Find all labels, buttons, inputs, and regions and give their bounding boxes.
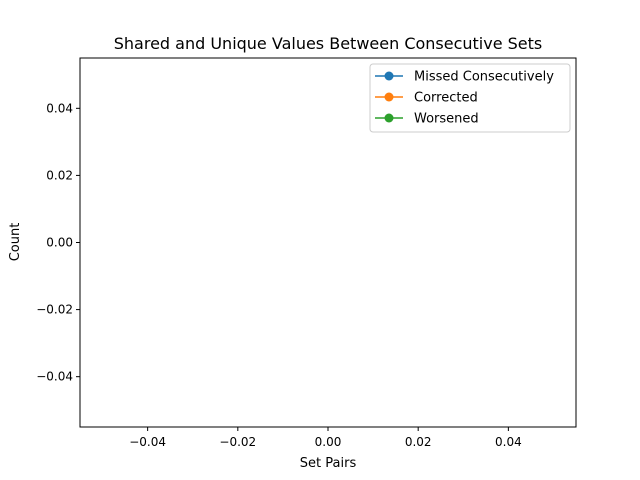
x-tick-label: 0.04 <box>495 435 522 449</box>
legend-marker <box>384 113 394 123</box>
x-axis-ticks: −0.04 −0.02 0.00 0.02 0.04 <box>129 427 522 449</box>
x-tick-label: 0.00 <box>315 435 342 449</box>
x-tick-label: −0.02 <box>219 435 256 449</box>
y-tick-label: 0.04 <box>46 101 73 115</box>
y-tick-label: −0.02 <box>36 303 73 317</box>
y-axis-ticks: −0.04 −0.02 0.00 0.02 0.04 <box>36 101 80 384</box>
legend-label: Missed Consecutively <box>414 70 554 85</box>
chart-title: Shared and Unique Values Between Consecu… <box>114 34 543 53</box>
legend: Missed Consecutively Corrected Worsened <box>369 63 571 133</box>
legend-box <box>369 63 571 133</box>
legend-marker <box>384 71 394 81</box>
legend-marker <box>384 92 394 102</box>
y-tick-label: 0.02 <box>46 168 73 182</box>
x-tick-label: −0.04 <box>129 435 166 449</box>
y-axis-label: Count <box>8 223 23 262</box>
y-tick-label: 0.00 <box>46 236 73 250</box>
legend-label: Corrected <box>414 91 478 106</box>
legend-label: Worsened <box>414 112 479 127</box>
y-tick-label: −0.04 <box>36 370 73 384</box>
x-axis-label: Set Pairs <box>300 456 357 471</box>
x-tick-label: 0.02 <box>405 435 432 449</box>
